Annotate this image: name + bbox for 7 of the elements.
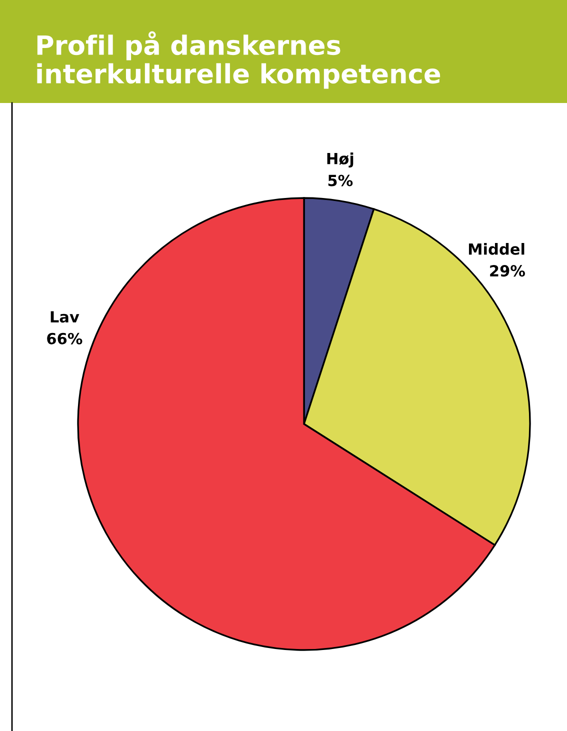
slice-label: Høj <box>327 152 354 168</box>
data-label: 5% <box>328 174 353 186</box>
slice-label: Middel <box>468 243 524 255</box>
chart-title: Profil på danskernes interkulturelle kompetence <box>37 31 440 89</box>
data-label: 66% <box>47 332 82 344</box>
data-label: 29% <box>490 265 525 277</box>
slice-label: Lav <box>50 311 80 323</box>
